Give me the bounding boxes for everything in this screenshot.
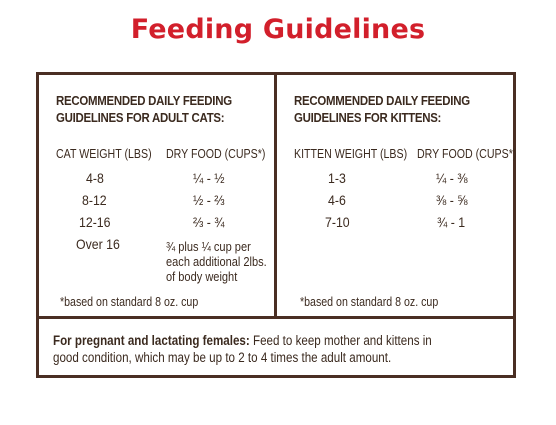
adult-col-weight: CAT WEIGHT (LBS) [56, 147, 152, 161]
adult-food-1: ¼ - ½ [193, 170, 225, 186]
pregnant-label: For pregnant and lactating females: [53, 333, 250, 348]
kitten-weight-2: 4-6 [328, 192, 346, 208]
kitten-col-weight: KITTEN WEIGHT (LBS) [294, 147, 408, 161]
adult-heading-line2: GUIDELINES FOR ADULT CATS: [56, 110, 225, 125]
page-title: Feeding Guidelines [130, 14, 426, 45]
horizontal-divider [36, 316, 516, 319]
pregnant-note: For pregnant and lactating females: Feed… [53, 332, 449, 366]
kitten-food-3: ¾ - 1 [437, 214, 466, 230]
kittens-panel: RECOMMENDED DAILY FEEDING GUIDELINES FOR… [294, 92, 494, 126]
pregnant-note-line1: For pregnant and lactating females: Feed… [53, 332, 449, 349]
adult-food-4-line2: each additional 2lbs. [166, 254, 267, 269]
adult-weight-2: 8-12 [82, 192, 107, 208]
kitten-footnote: *based on standard 8 oz. cup [300, 295, 439, 309]
kitten-food-1: ¼ - ⅜ [436, 170, 468, 186]
kitten-heading-line2: GUIDELINES FOR KITTENS: [294, 110, 442, 125]
kitten-col-food: DRY FOOD (CUPS*) [417, 147, 517, 161]
pregnant-text-line2: good condition, which may be up to 2 to … [53, 350, 392, 365]
kitten-weight-1: 1-3 [328, 170, 346, 186]
kitten-food-2: ⅜ - ⅝ [436, 192, 468, 208]
adult-food-3: ⅔ - ¾ [193, 214, 225, 230]
adult-footnote: *based on standard 8 oz. cup [60, 295, 199, 309]
adult-heading-line1: RECOMMENDED DAILY FEEDING [56, 93, 232, 108]
adult-col-food: DRY FOOD (CUPS*) [166, 147, 266, 161]
adult-food-2: ½ - ⅔ [193, 192, 225, 208]
pregnant-text-line1: Feed to keep mother and kittens in [249, 333, 432, 348]
adult-weight-4: Over 16 [76, 236, 120, 252]
adult-food-4-line3: of body weight [166, 269, 238, 284]
vertical-divider [274, 72, 277, 319]
adult-weight-3: 12-16 [79, 214, 111, 230]
adult-weight-1: 4-8 [86, 170, 104, 186]
kitten-weight-3: 7-10 [325, 214, 350, 230]
kitten-heading-line1: RECOMMENDED DAILY FEEDING [294, 93, 470, 108]
adult-food-4: ¾ plus ¼ cup per [166, 239, 251, 254]
adult-cats-panel: RECOMMENDED DAILY FEEDING GUIDELINES FOR… [56, 92, 256, 126]
